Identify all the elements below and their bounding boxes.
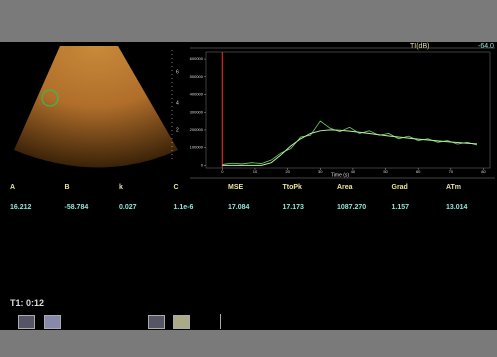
ti-value: -64.0 [478,43,494,50]
param-value: 17.084 [228,204,249,211]
y-tick-label: 100000 [190,145,204,150]
plot-frame [206,52,490,168]
x-tick-label: 80 [481,169,486,174]
param-label: MSE [228,184,243,191]
tool-button[interactable] [44,315,61,329]
y-tick-label: 600000 [190,56,204,61]
x-tick-label: 10 [253,169,258,174]
tool-button[interactable] [18,315,35,329]
y-tick-label: 200000 [190,127,204,132]
param-value: 17.173 [283,204,304,211]
ultrasound-image [14,46,178,168]
depth-label: 6 [176,69,179,75]
x-tick-label: 30 [318,169,323,174]
ti-label: TI(dB) [410,43,429,50]
x-axis-label: Time (s) [331,172,349,178]
x-tick-label: 40 [351,169,356,174]
x-tick-label: 50 [383,169,388,174]
depth-label: 4 [176,100,179,106]
depth-label: 2 [176,127,179,133]
param-value: 0.027 [119,204,137,211]
x-tick-label: 20 [285,169,290,174]
x-tick-label: 0 [221,169,224,174]
display: 6 4 2 TI(dB) -64.0 Time (s) 0 100000 20000… [0,0,497,357]
param-label: ATm [446,184,461,191]
param-value: 1.1e-6 [174,204,194,211]
app-screen: 6 4 2 TI(dB) -64.0 Time (s) 0 100000 20000… [0,0,497,357]
param-label: Grad [392,184,408,191]
x-tick-label: 60 [416,169,421,174]
tool-button[interactable] [148,315,165,329]
y-tick-label: 400000 [190,92,204,97]
tool-button[interactable] [173,315,190,329]
series-line [222,121,477,164]
param-value: -58.784 [65,204,89,211]
param-label: k [119,184,123,191]
param-label: TtoPk [283,184,302,191]
param-label: A [10,184,15,191]
param-label: C [174,184,179,191]
param-value: 1.157 [392,204,410,211]
y-tick-label: 300000 [190,109,204,114]
status-time: T1: 0:12 [10,298,44,308]
param-label: Area [337,184,353,191]
param-label: B [65,184,70,191]
x-tick-label: 70 [449,169,454,174]
separator [220,314,221,329]
series-line [222,130,477,165]
y-tick-label: 0 [201,162,204,167]
param-value: 13.014 [446,204,467,211]
param-value: 16.212 [10,204,31,211]
param-value: 1087.270 [337,204,366,211]
y-tick-label: 500000 [190,74,204,79]
